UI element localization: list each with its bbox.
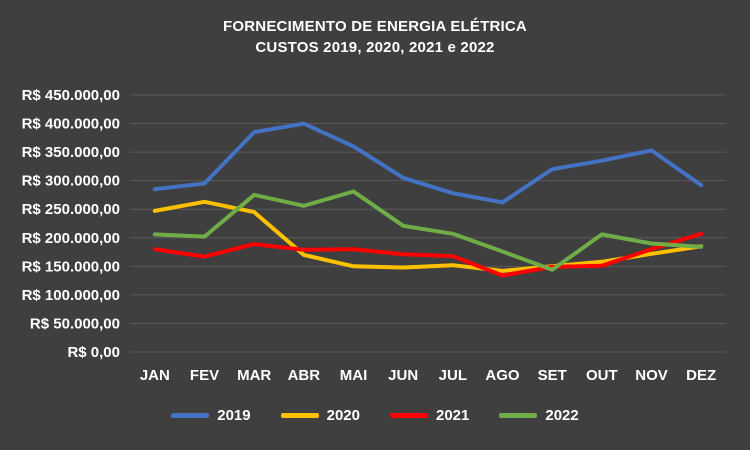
chart-title-line2: CUSTOS 2019, 2020, 2021 e 2022 (255, 39, 495, 56)
y-tick-label: R$ 400.000,00 (22, 116, 120, 133)
x-tick-label: SET (538, 367, 567, 384)
legend-swatch-2021 (390, 413, 428, 418)
y-tick-label: R$ 250.000,00 (22, 201, 120, 218)
x-tick-label: JUN (388, 367, 418, 384)
series-line-2022 (152, 189, 704, 272)
x-tick-label: MAI (340, 367, 368, 384)
chart-title: FORNECIMENTO DE ENERGIA ELÉTRICA CUSTOS … (0, 16, 750, 58)
series-line-2021 (152, 231, 704, 278)
legend-swatch-2020 (280, 413, 319, 418)
x-tick-label: MAR (237, 367, 271, 384)
legend-item-2021: 2021 (390, 407, 469, 424)
y-tick-label: R$ 200.000,00 (22, 230, 120, 247)
legend-label-2020: 2020 (326, 407, 360, 424)
y-tick-label: R$ 450.000,00 (22, 87, 120, 104)
y-tick-label: R$ 300.000,00 (22, 173, 120, 190)
x-tick-label: JAN (140, 367, 170, 384)
legend-swatch-2019 (171, 413, 210, 418)
legend-item-2020: 2020 (280, 407, 360, 424)
x-tick-label: NOV (635, 367, 668, 384)
x-tick-label: DEZ (686, 367, 716, 384)
x-tick-label: ABR (288, 367, 321, 384)
y-tick-label: R$ 350.000,00 (22, 144, 120, 161)
legend-item-2019: 2019 (171, 407, 251, 424)
chart-title-line1: FORNECIMENTO DE ENERGIA ELÉTRICA (223, 18, 527, 35)
legend-label-2019: 2019 (217, 407, 251, 424)
legend-label-2021: 2021 (436, 407, 470, 424)
x-tick-label: JUL (439, 367, 467, 384)
legend-label-2022: 2022 (545, 407, 579, 424)
y-tick-label: R$ 100.000,00 (22, 287, 120, 304)
y-tick-label: R$ 150.000,00 (22, 258, 120, 275)
legend: 2019 2020 2021 2022 (0, 407, 750, 424)
y-tick-label: R$ 50.000,00 (30, 315, 120, 332)
x-tick-label: AGO (485, 367, 520, 384)
x-tick-label: FEV (190, 367, 219, 384)
legend-item-2022: 2022 (499, 407, 579, 424)
series-line-2020 (152, 199, 704, 273)
y-tick-label: R$ 0,00 (67, 344, 120, 361)
legend-swatch-2022 (499, 413, 538, 418)
series-line-2019 (152, 121, 704, 205)
x-tick-label: OUT (586, 367, 618, 384)
